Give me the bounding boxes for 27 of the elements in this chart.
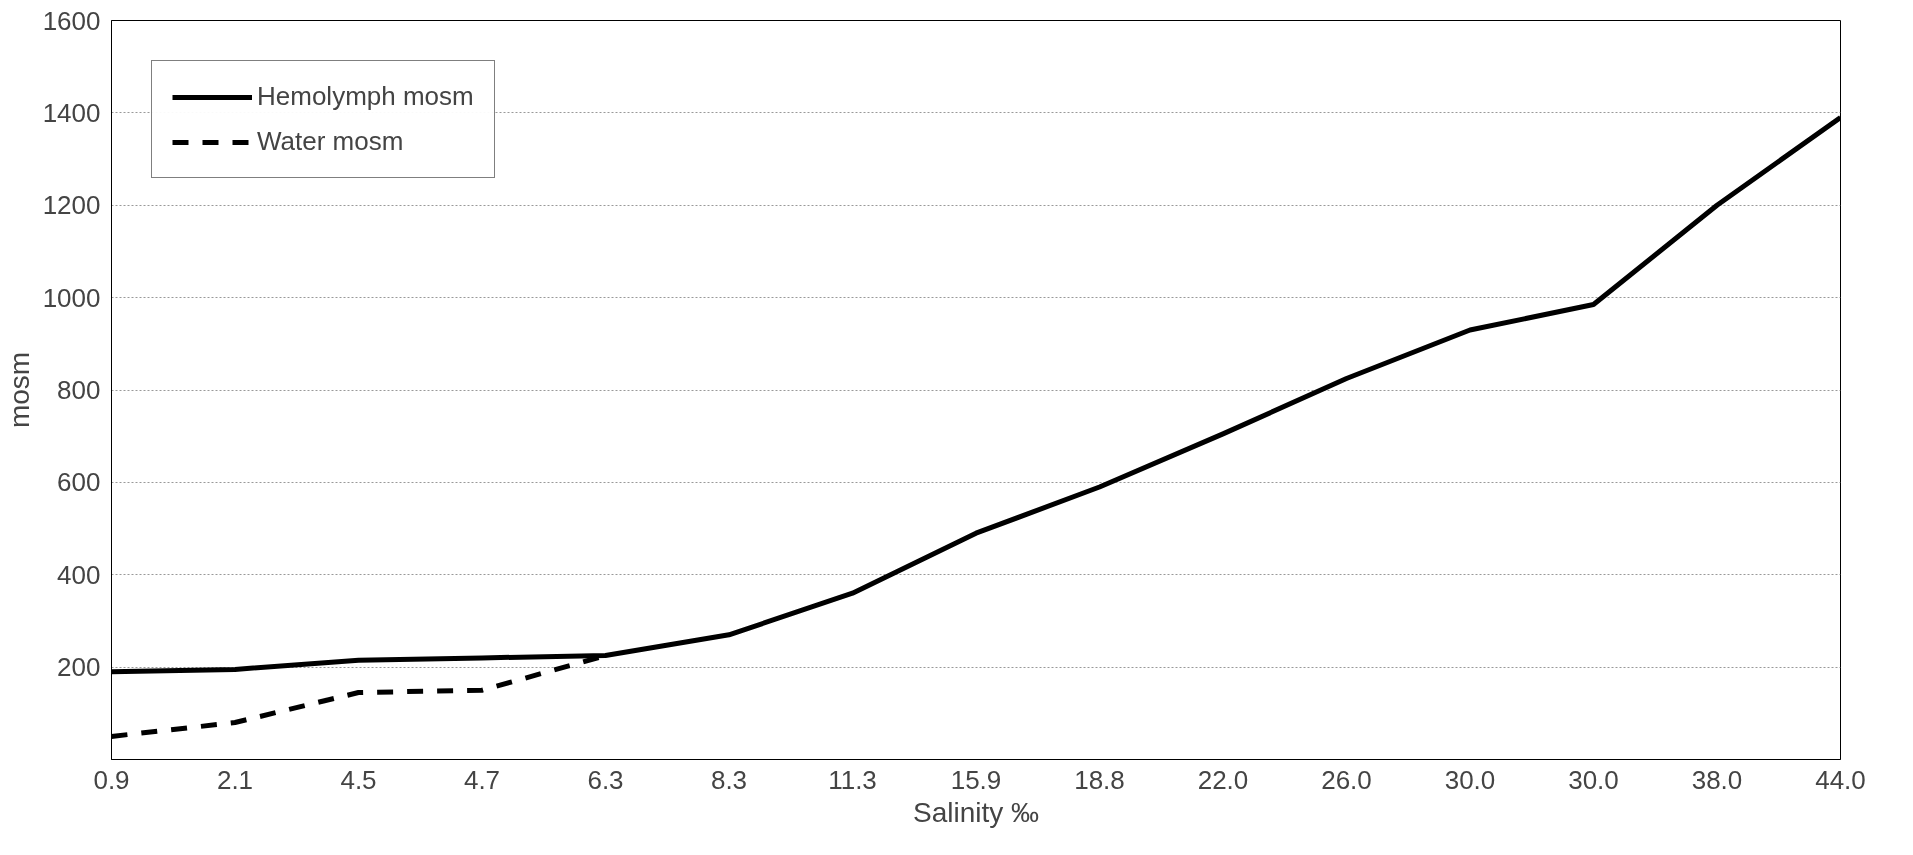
x-tick-label: 44.0 [1815,764,1866,795]
x-tick-label: 8.3 [710,764,748,795]
x-tick-label: 0.9 [93,764,130,795]
legend-label: Hemolymph mosm [257,81,474,112]
x-tick-label: 4.7 [463,764,501,795]
y-tick-label: 200 [57,652,101,683]
y-tick-label: 600 [57,467,101,498]
y-tick-label: 1200 [42,190,101,221]
y-tick-label: 800 [57,375,101,405]
y-tick-label: 1600 [42,5,101,36]
x-tick-label: 22.0 [1197,764,1249,795]
x-tick-label: 26.0 [1321,764,1372,795]
legend-label: Water mosm [257,126,404,157]
x-tick-label: 11.3 [828,764,877,795]
y-tick-label: 1400 [42,97,101,128]
x-tick-label: 4.5 [340,764,377,795]
x-tick-label: 38.0 [1691,764,1743,795]
x-tick-label: 30.0 [1568,764,1619,795]
y-tick-label: 1000 [42,282,101,313]
y-axis-title: mosm [3,351,35,429]
x-tick-label: 6.3 [587,764,624,795]
y-tick-label: 400 [57,559,101,590]
x-tick-label: 18.8 [1074,764,1125,795]
x-tick-label: 2.1 [216,764,254,795]
x-axis-title: Salinity ‰ [912,796,1040,828]
x-tick-label: 30.0 [1444,764,1496,795]
x-tick-label: 15.9 [950,764,1002,795]
